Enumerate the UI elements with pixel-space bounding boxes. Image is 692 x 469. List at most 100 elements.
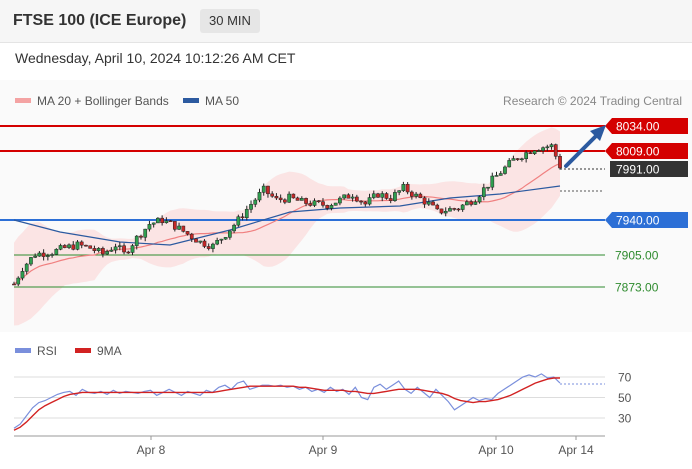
pivot-level-tag (605, 212, 688, 228)
candle-body-down (422, 197, 427, 205)
candle (448, 206, 452, 212)
timestamp: Wednesday, April 10, 2024 10:12:26 AM CE… (15, 50, 296, 66)
candle-body-down (515, 158, 520, 160)
candle (287, 191, 291, 203)
candle (206, 243, 211, 251)
rsi-legend-label: RSI (37, 344, 57, 358)
candle (291, 193, 296, 199)
candle-body-up (143, 228, 148, 238)
candle-body-down (84, 244, 88, 247)
candle (422, 196, 427, 208)
candle (67, 243, 71, 250)
candle (181, 225, 186, 233)
candle (308, 200, 313, 207)
candle (29, 257, 33, 267)
candle-body-down (168, 220, 173, 222)
candle (452, 207, 457, 211)
candle (498, 171, 503, 176)
candle-body-up (67, 244, 71, 248)
candle-body-up (134, 235, 139, 246)
candle (367, 193, 372, 206)
candle-body-up (96, 248, 101, 251)
candle (228, 230, 232, 240)
rsi-level-label: 50 (618, 391, 632, 405)
candle (312, 198, 317, 208)
candle-body-up (481, 187, 486, 198)
ma20-line (13, 163, 561, 285)
candle (515, 158, 520, 161)
candle (354, 194, 359, 203)
candle (96, 247, 101, 253)
candle-body-up (223, 237, 228, 240)
rsi-ma-legend-swatch (75, 348, 91, 353)
candle (473, 199, 478, 205)
ma20-legend-swatch (15, 98, 31, 103)
resistance-level-label: 8034.00 (616, 120, 660, 134)
candle (342, 194, 346, 200)
candle (113, 243, 118, 254)
candle (156, 217, 160, 224)
candle (393, 189, 397, 202)
candle (376, 192, 380, 198)
candle (24, 262, 29, 275)
candle (397, 190, 402, 196)
candle (439, 208, 444, 215)
candle (304, 197, 308, 207)
chart-legend: MA 20 + Bollinger Bands MA 50 Research ©… (15, 94, 682, 108)
candle (84, 244, 88, 247)
candle (172, 221, 177, 232)
candle-body-up (20, 271, 25, 279)
candle (321, 198, 325, 208)
candle-body-up (448, 208, 452, 212)
pivot-level-label: 7940.00 (616, 214, 660, 228)
candle (346, 193, 351, 199)
candle (299, 196, 304, 201)
rsi-level-label: 70 (618, 371, 632, 385)
candle-body-down (363, 201, 368, 205)
rsi-ma9-line (13, 377, 560, 431)
candle (329, 203, 334, 211)
candle-body-down (456, 208, 461, 211)
candle (261, 183, 266, 196)
candle (333, 202, 338, 206)
candle (151, 222, 156, 228)
candle-body-down (62, 245, 67, 248)
candle-body-down (431, 201, 435, 206)
candle-body-up (498, 173, 503, 176)
candle-body-down (528, 152, 533, 154)
timeframe-badge[interactable]: 30 MIN (200, 9, 260, 33)
candle-body-down (558, 156, 562, 169)
candle (426, 198, 431, 207)
candle-body-down (101, 248, 105, 255)
candle (92, 245, 97, 254)
candle-body-up (490, 175, 495, 188)
candle (338, 196, 342, 206)
candle-body-up (215, 240, 220, 245)
candle (194, 238, 198, 243)
candle-body-down (405, 184, 410, 193)
forecast-arrow-icon (564, 125, 606, 168)
candle (198, 240, 203, 244)
ma50-line (13, 185, 561, 246)
candle (477, 195, 482, 204)
rsi-ma-legend-label: 9MA (97, 344, 122, 358)
candle-body-down (321, 201, 325, 206)
candle-body-down (206, 246, 211, 249)
candle-body-up (503, 166, 507, 174)
candle (71, 241, 76, 251)
candle (58, 243, 63, 251)
candle (232, 223, 236, 234)
candle (177, 222, 181, 230)
candle-body-up (177, 225, 181, 230)
candle-body-down (325, 205, 330, 209)
candle-body-up (164, 220, 169, 224)
candle (189, 232, 194, 242)
candle-body-up (109, 249, 114, 252)
candle-body-down (291, 193, 296, 199)
rsi-line (13, 373, 561, 429)
candle-body-up (342, 194, 346, 199)
candle-body-up (494, 175, 499, 177)
candle-body-up (426, 201, 431, 205)
candle-body-up (371, 193, 376, 198)
